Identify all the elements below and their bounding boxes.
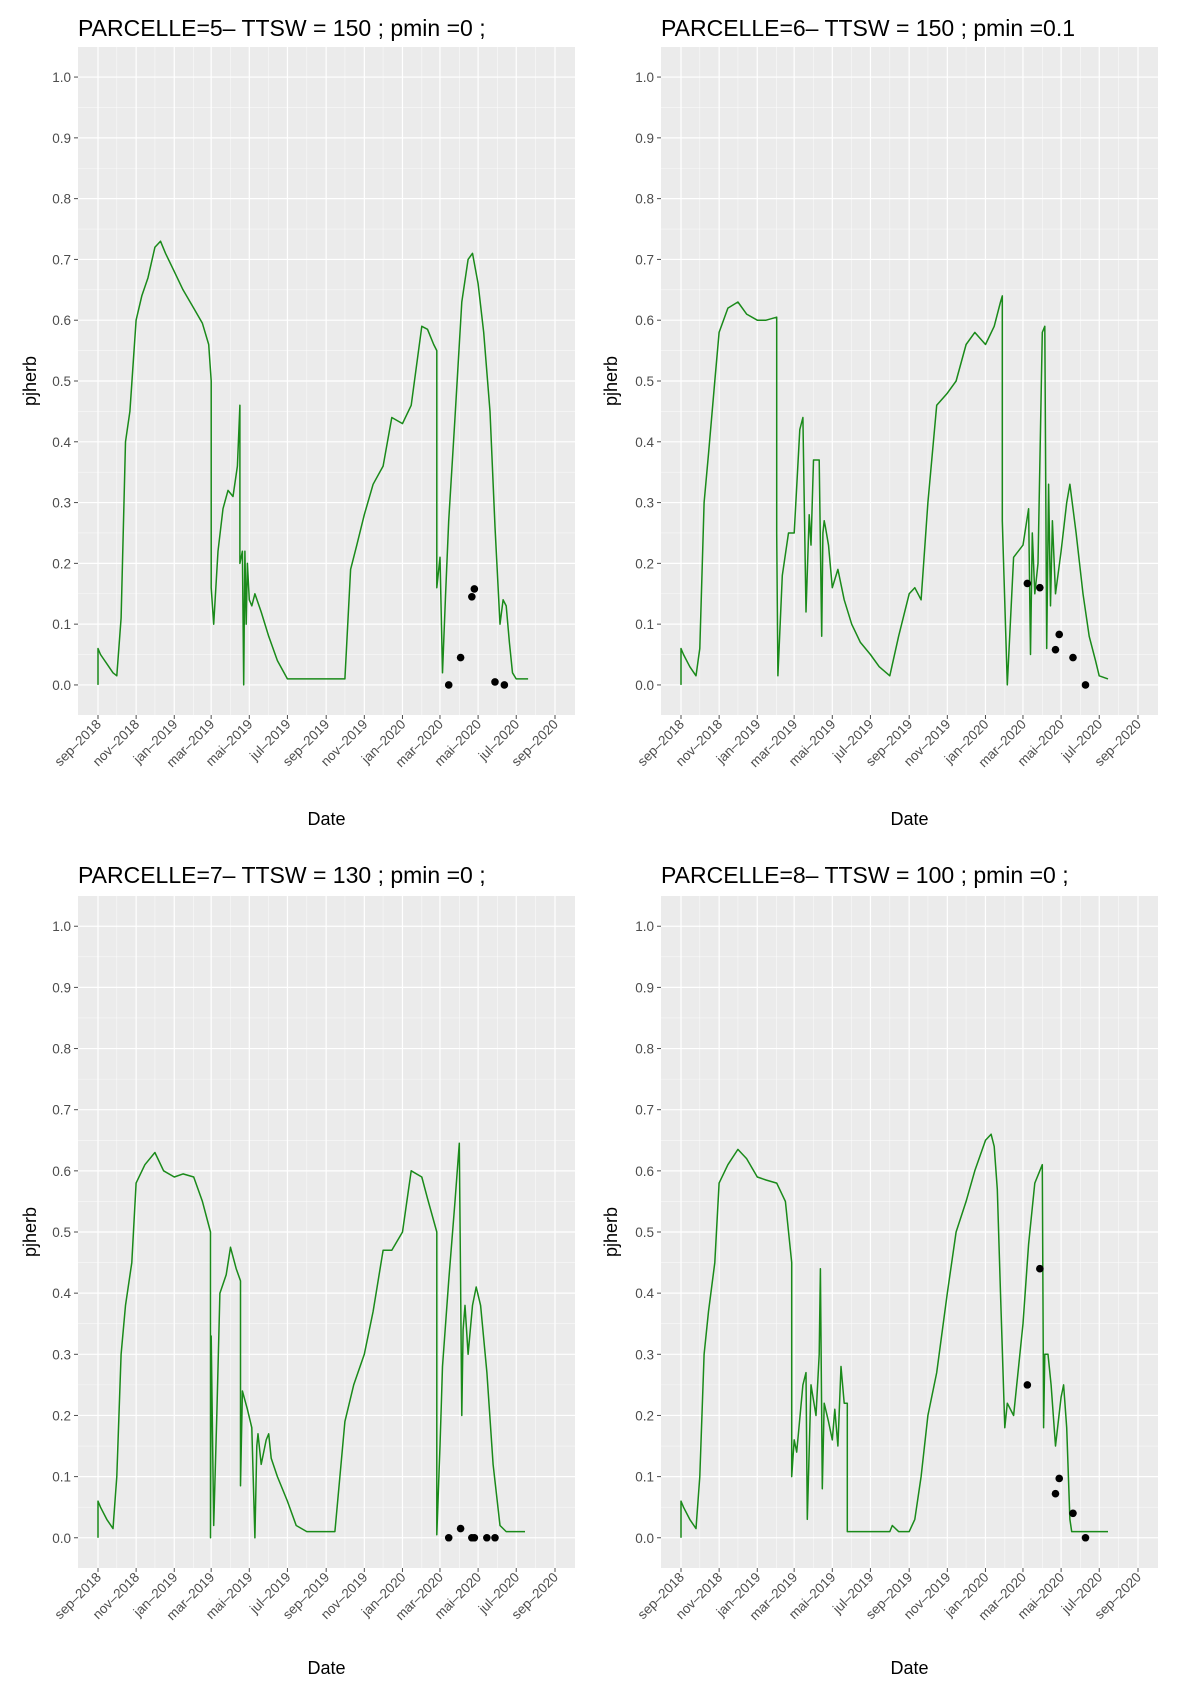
observation-point — [483, 1533, 491, 1542]
y-tick-label: 0.0 — [635, 1531, 654, 1546]
x-axis-title: Date — [307, 809, 345, 829]
chart-panel-3: 0.00.10.20.30.40.50.60.70.80.91.0sep–201… — [20, 862, 575, 1678]
y-axis-title: pjherb — [20, 1207, 40, 1257]
y-tick-label: 0.9 — [635, 980, 654, 995]
chart-panel-2: 0.00.10.20.30.40.50.60.70.80.91.0sep–201… — [601, 15, 1158, 829]
y-tick-label: 0.7 — [52, 1103, 71, 1118]
series-line — [680, 295, 1109, 686]
observation-point — [1055, 630, 1064, 639]
panel-title: PARCELLE=7– TTSW = 130 ; pmin =0 ; — [78, 862, 486, 888]
y-tick-label: 0.8 — [635, 1042, 654, 1057]
observation-point — [1081, 1533, 1090, 1542]
observation-point — [470, 1533, 479, 1542]
observation-point — [1036, 583, 1044, 592]
y-tick-label: 0.1 — [52, 1470, 71, 1485]
y-tick-label: 0.3 — [52, 496, 71, 511]
y-tick-label: 0.2 — [635, 556, 654, 571]
y-tick-label: 0.6 — [52, 313, 71, 328]
y-tick-label: 0.5 — [52, 374, 71, 389]
y-tick-label: 0.4 — [52, 1286, 71, 1301]
observation-point — [500, 681, 509, 689]
y-tick-label: 0.9 — [52, 131, 71, 146]
y-tick-label: 0.5 — [635, 374, 654, 389]
observation-point — [1023, 1381, 1032, 1389]
y-tick-label: 0.4 — [635, 435, 654, 450]
y-tick-label: 1.0 — [635, 70, 654, 85]
y-tick-label: 1.0 — [52, 70, 71, 85]
chart-panel-4: 0.00.10.20.30.40.50.60.70.80.91.0sep–201… — [601, 862, 1158, 1678]
y-tick-label: 0.8 — [635, 192, 654, 207]
panel-title: PARCELLE=5– TTSW = 150 ; pmin =0 ; — [78, 15, 486, 41]
y-tick-label: 0.7 — [635, 252, 654, 267]
observation-point — [1055, 1474, 1064, 1483]
series-line — [680, 1133, 1108, 1538]
observation-point — [491, 678, 499, 686]
observation-point — [1081, 681, 1090, 689]
y-tick-label: 0.1 — [635, 617, 654, 632]
y-tick-label: 0.6 — [635, 313, 654, 328]
y-tick-label: 0.4 — [52, 435, 71, 450]
y-tick-label: 0.1 — [52, 617, 71, 632]
y-tick-label: 0.5 — [52, 1225, 71, 1240]
chart-panel-1: 0.00.10.20.30.40.50.60.70.80.91.0sep–201… — [20, 15, 575, 829]
y-tick-label: 0.2 — [52, 556, 71, 571]
observation-point — [444, 1533, 453, 1542]
observation-point — [470, 585, 479, 593]
y-tick-label: 0.5 — [635, 1225, 654, 1240]
y-tick-label: 0.9 — [52, 980, 71, 995]
y-tick-label: 0.7 — [635, 1103, 654, 1118]
y-tick-label: 1.0 — [635, 919, 654, 934]
y-tick-label: 0.0 — [52, 678, 71, 693]
observation-point — [491, 1533, 499, 1542]
observation-point — [468, 592, 476, 601]
observation-point — [1069, 653, 1077, 662]
observation-point — [1069, 1509, 1077, 1518]
series-line — [97, 240, 529, 686]
y-tick-label: 0.2 — [635, 1408, 654, 1423]
y-tick-label: 0.6 — [52, 1164, 71, 1179]
y-tick-label: 0.1 — [635, 1470, 654, 1485]
x-axis-title: Date — [890, 809, 928, 829]
observation-point — [444, 681, 453, 689]
observation-point — [456, 1524, 465, 1533]
x-axis-title: Date — [307, 1658, 345, 1678]
y-tick-label: 0.8 — [52, 1042, 71, 1057]
y-tick-label: 0.3 — [635, 1347, 654, 1362]
observation-point — [1036, 1264, 1044, 1273]
series-line — [97, 1142, 525, 1539]
panel-title: PARCELLE=8– TTSW = 100 ; pmin =0 ; — [661, 862, 1069, 888]
y-tick-label: 0.0 — [635, 678, 654, 693]
observation-point — [1051, 1489, 1060, 1498]
y-tick-label: 0.6 — [635, 1164, 654, 1179]
observation-point — [456, 653, 465, 662]
y-tick-label: 0.9 — [635, 131, 654, 146]
y-tick-label: 1.0 — [52, 919, 71, 934]
y-tick-label: 0.0 — [52, 1531, 71, 1546]
y-axis-title: pjherb — [601, 1207, 621, 1257]
y-tick-label: 0.3 — [52, 1347, 71, 1362]
x-axis-title: Date — [890, 1658, 928, 1678]
y-axis-title: pjherb — [601, 356, 621, 406]
observation-point — [1023, 579, 1032, 588]
observation-point — [1051, 645, 1060, 654]
y-tick-label: 0.8 — [52, 192, 71, 207]
y-tick-label: 0.7 — [52, 252, 71, 267]
y-tick-label: 0.3 — [635, 496, 654, 511]
y-axis-title: pjherb — [20, 356, 40, 406]
y-tick-label: 0.4 — [635, 1286, 654, 1301]
panel-title: PARCELLE=6– TTSW = 150 ; pmin =0.1 — [661, 15, 1075, 41]
y-tick-label: 0.2 — [52, 1408, 71, 1423]
